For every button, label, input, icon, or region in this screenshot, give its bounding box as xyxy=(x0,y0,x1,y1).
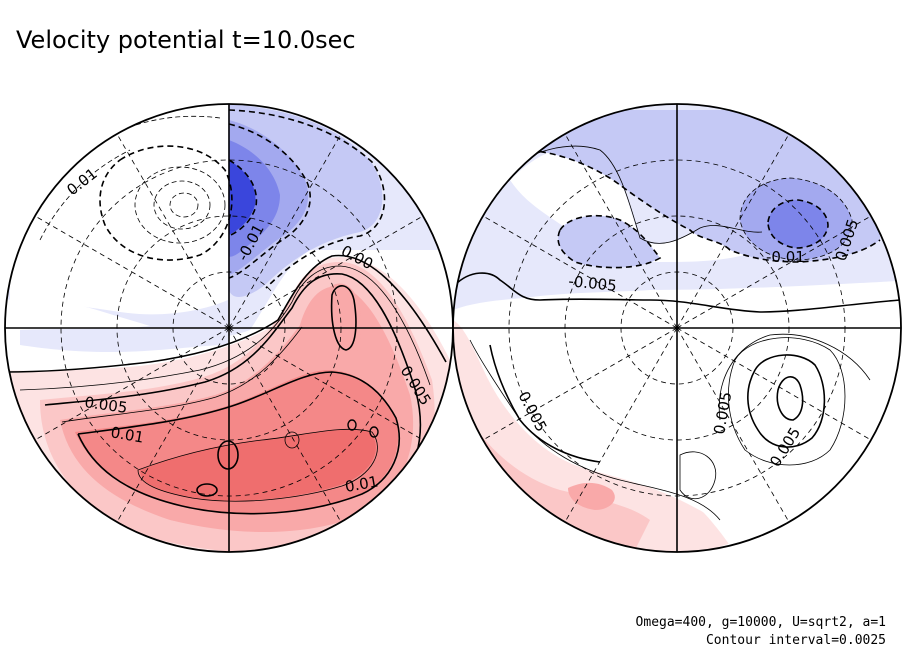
right-neg-level-4 xyxy=(768,200,828,248)
right-contour-pos-0025 xyxy=(469,339,721,521)
left-contours xyxy=(5,109,447,515)
left-contour-pos-0075 xyxy=(61,326,303,423)
right-contour-neg-0075 xyxy=(739,177,853,261)
left-contour-low-ring-1 xyxy=(99,145,233,261)
left-pos-level-5 xyxy=(140,429,376,501)
right-hemisphere: -0.005 -0.01 0.005 0.005 0.005 0.005 xyxy=(452,103,902,553)
left-contour-pos-005 xyxy=(44,273,422,501)
right-contour-wiggle xyxy=(679,451,717,500)
right-contour-neg-01 xyxy=(767,199,829,249)
left-label-6: 0.01 xyxy=(109,423,145,447)
right-pos-level-3 xyxy=(568,482,615,510)
left-contour-zero xyxy=(5,254,447,373)
left-contour-ridge xyxy=(330,285,357,351)
left-contour-low-ring-4 xyxy=(169,192,199,218)
left-shading xyxy=(5,104,453,552)
left-contour-low-ring-2 xyxy=(134,166,226,244)
left-label-7: 0.01 xyxy=(344,472,380,496)
right-contour-pos-max xyxy=(776,376,804,421)
left-contour-pos-0125 xyxy=(137,428,378,502)
left-contour-low-ring-3 xyxy=(153,180,211,230)
left-label-5: 0.005 xyxy=(83,393,128,417)
left-contour-max-3 xyxy=(347,419,357,431)
contour-interval-text: Contour interval=0.0025 xyxy=(706,633,886,648)
left-contour-max-1 xyxy=(217,440,239,470)
right-label-1: -0.005 xyxy=(568,272,618,295)
left-contour-negative-mid xyxy=(228,123,311,279)
right-contours xyxy=(454,145,901,521)
left-hemisphere: 0.01 -0.01 0.00 0.005 0.005 0.01 0.01 xyxy=(4,103,454,553)
right-contour-pos-005-west xyxy=(489,344,601,463)
left-contour-pos-0025 xyxy=(19,265,431,391)
right-hemisphere-border xyxy=(452,103,902,553)
left-contour-max-2 xyxy=(196,483,218,497)
left-contour-max-4 xyxy=(369,426,379,438)
parameters-text: Omega=400, g=10000, U=sqrt2, a=1 xyxy=(636,615,886,630)
chart-title: Velocity potential t=10.0sec xyxy=(16,26,356,54)
left-contour-min-ring xyxy=(284,431,300,449)
right-contour-zero xyxy=(454,272,901,313)
right-label-2: -0.01 xyxy=(766,248,805,266)
right-contour-pos-0075 xyxy=(718,333,871,421)
right-contour-pos-005-east xyxy=(747,354,826,448)
right-contour-neg-0025 xyxy=(499,145,763,244)
left-contour-negative-outer xyxy=(228,109,386,289)
right-contour-neg-005b xyxy=(557,214,662,269)
right-contour-pos-high-ring xyxy=(728,337,846,466)
left-light-blue-band xyxy=(20,312,228,352)
